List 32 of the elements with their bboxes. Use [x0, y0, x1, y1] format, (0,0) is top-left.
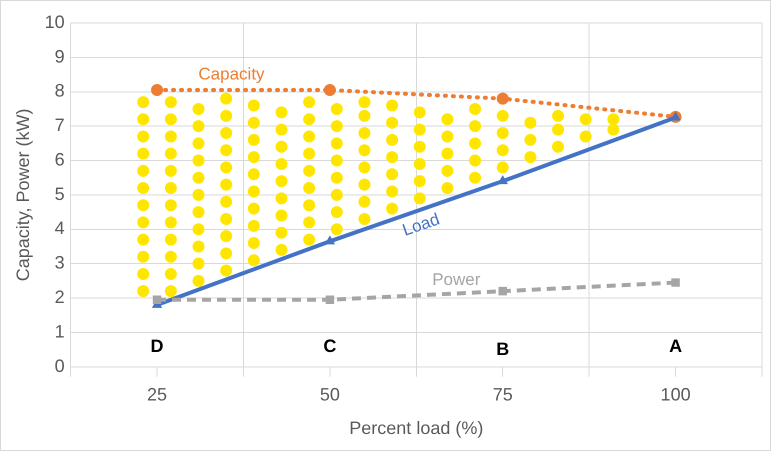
x-axis-title: Percent load (%) — [349, 418, 484, 438]
y-tick-label: 6 — [54, 149, 65, 170]
series-label: Capacity — [198, 64, 266, 84]
y-tick-label: 0 — [54, 356, 65, 376]
y-tick-label: 10 — [44, 12, 65, 32]
point — [496, 92, 509, 105]
point — [671, 278, 680, 287]
x-tick-label: 50 — [320, 384, 340, 405]
point — [326, 296, 334, 304]
point — [498, 175, 508, 184]
y-tick-label: 1 — [54, 321, 65, 342]
y-tick-label: 5 — [54, 184, 65, 204]
point — [498, 286, 507, 296]
x-tick-label: 100 — [660, 384, 691, 405]
y-tick-label: 4 — [54, 218, 65, 238]
point — [152, 296, 162, 304]
y-axis-title: Capacity, Power (kW) — [12, 108, 33, 282]
point — [324, 84, 336, 96]
y-tick-label: 2 — [54, 287, 65, 308]
text: Load — [400, 209, 442, 240]
series-label: Power — [432, 270, 481, 290]
y-tick-label: 7 — [54, 115, 65, 136]
y-tick-label: 8 — [54, 80, 65, 101]
y-tick-label: 9 — [54, 46, 65, 66]
x-tick-label: 75 — [492, 384, 513, 405]
annotation: D — [150, 336, 164, 356]
annotation: C — [323, 336, 336, 356]
x-tick-label: 25 — [147, 384, 168, 405]
y-tick-label: 3 — [54, 252, 65, 273]
annotation: B — [496, 338, 510, 359]
point — [151, 84, 164, 96]
annotation: A — [669, 336, 682, 356]
